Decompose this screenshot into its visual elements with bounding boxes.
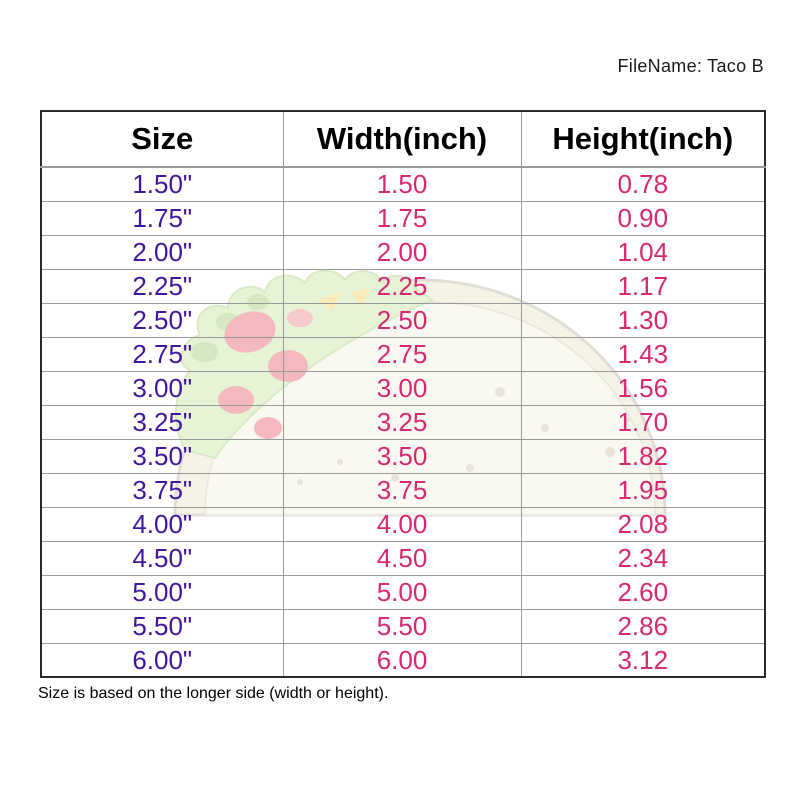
width-cell: 4.00: [282, 506, 522, 542]
size-chart-table: Size Width(inch) Height(inch) 1.50" 1.50…: [40, 110, 766, 678]
height-cell: 2.08: [520, 506, 766, 542]
table-row: 5.00" 5.00 2.60: [40, 574, 766, 610]
size-cell: 2.50": [40, 302, 284, 338]
width-cell: 6.00: [282, 642, 522, 678]
size-cell: 2.75": [40, 336, 284, 372]
table-header-row: Size Width(inch) Height(inch): [40, 110, 766, 168]
width-cell: 5.00: [282, 574, 522, 610]
table-row: 3.75" 3.75 1.95: [40, 472, 766, 508]
size-cell: 5.50": [40, 608, 284, 644]
height-cell: 1.17: [520, 268, 766, 304]
height-cell: 0.90: [520, 200, 766, 236]
table-row: 3.50" 3.50 1.82: [40, 438, 766, 474]
height-cell: 1.82: [520, 438, 766, 474]
width-cell: 1.50: [282, 166, 522, 202]
size-cell: 6.00": [40, 642, 284, 678]
table-row: 5.50" 5.50 2.86: [40, 608, 766, 644]
width-cell: 1.75: [282, 200, 522, 236]
height-cell: 0.78: [520, 166, 766, 202]
width-cell: 3.50: [282, 438, 522, 474]
size-cell: 2.25": [40, 268, 284, 304]
size-cell: 3.75": [40, 472, 284, 508]
height-cell: 2.60: [520, 574, 766, 610]
width-cell: 2.75: [282, 336, 522, 372]
size-cell: 1.75": [40, 200, 284, 236]
size-cell: 4.50": [40, 540, 284, 576]
table-row: 2.00" 2.00 1.04: [40, 234, 766, 270]
height-cell: 1.70: [520, 404, 766, 440]
width-cell: 4.50: [282, 540, 522, 576]
height-cell: 1.43: [520, 336, 766, 372]
table-row: 1.50" 1.50 0.78: [40, 166, 766, 202]
width-cell: 3.00: [282, 370, 522, 406]
size-cell: 1.50": [40, 166, 284, 202]
table-body: 1.50" 1.50 0.78 1.75" 1.75 0.90 2.00" 2.…: [40, 166, 766, 678]
size-cell: 2.00": [40, 234, 284, 270]
height-cell: 3.12: [520, 642, 766, 678]
table-row: 1.75" 1.75 0.90: [40, 200, 766, 236]
size-cell: 3.50": [40, 438, 284, 474]
width-cell: 2.50: [282, 302, 522, 338]
column-header-size: Size: [40, 110, 284, 168]
footer-note: Size is based on the longer side (width …: [38, 685, 389, 702]
size-cell: 4.00": [40, 506, 284, 542]
width-cell: 2.00: [282, 234, 522, 270]
height-cell: 2.86: [520, 608, 766, 644]
width-cell: 5.50: [282, 608, 522, 644]
size-cell: 5.00": [40, 574, 284, 610]
table-row: 3.25" 3.25 1.70: [40, 404, 766, 440]
table-row: 2.75" 2.75 1.43: [40, 336, 766, 372]
filename-label: FileName: Taco B: [617, 56, 764, 76]
height-cell: 1.04: [520, 234, 766, 270]
height-cell: 1.56: [520, 370, 766, 406]
table-row: 4.50" 4.50 2.34: [40, 540, 766, 576]
width-cell: 3.75: [282, 472, 522, 508]
table-row: 2.50" 2.50 1.30: [40, 302, 766, 338]
column-header-width: Width(inch): [282, 110, 522, 168]
column-header-height: Height(inch): [520, 110, 766, 168]
width-cell: 3.25: [282, 404, 522, 440]
width-cell: 2.25: [282, 268, 522, 304]
height-cell: 2.34: [520, 540, 766, 576]
size-cell: 3.25": [40, 404, 284, 440]
table-row: 6.00" 6.00 3.12: [40, 642, 766, 678]
table-row: 4.00" 4.00 2.08: [40, 506, 766, 542]
height-cell: 1.30: [520, 302, 766, 338]
size-cell: 3.00": [40, 370, 284, 406]
height-cell: 1.95: [520, 472, 766, 508]
table-row: 3.00" 3.00 1.56: [40, 370, 766, 406]
table-row: 2.25" 2.25 1.17: [40, 268, 766, 304]
